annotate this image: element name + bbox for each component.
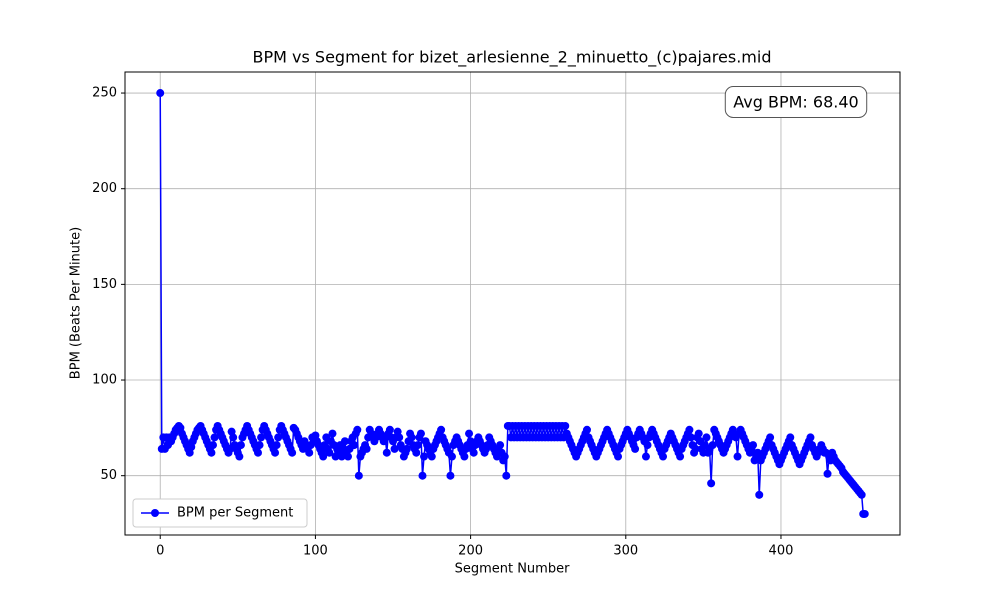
data-point xyxy=(447,452,456,461)
data-point xyxy=(413,441,422,450)
y-tick-label: 250 xyxy=(92,86,117,101)
x-tick-label: 0 xyxy=(156,544,164,559)
data-point xyxy=(631,444,640,453)
data-point xyxy=(416,429,425,438)
data-point xyxy=(614,452,623,461)
data-point xyxy=(806,433,815,442)
data-point xyxy=(823,469,832,478)
data-point xyxy=(402,444,411,453)
data-point xyxy=(694,429,703,438)
data-point xyxy=(755,490,764,499)
data-point xyxy=(344,452,353,461)
legend-marker xyxy=(151,509,159,517)
data-point xyxy=(208,441,217,450)
x-axis-label: Segment Number xyxy=(455,562,571,577)
data-point xyxy=(156,89,165,98)
data-point xyxy=(340,437,349,446)
data-point xyxy=(857,490,866,499)
data-point xyxy=(685,425,694,434)
data-point xyxy=(641,452,650,461)
data-point xyxy=(446,471,455,480)
data-point xyxy=(305,448,314,457)
legend-box xyxy=(132,498,308,528)
data-point xyxy=(274,433,283,442)
y-tick-label: 100 xyxy=(92,373,117,388)
data-point xyxy=(257,433,266,442)
data-point xyxy=(325,448,334,457)
data-point xyxy=(382,448,391,457)
data-point xyxy=(766,433,775,442)
data-point xyxy=(229,433,238,442)
legend: BPM per Segment xyxy=(132,498,308,528)
x-tick-label: 300 xyxy=(613,544,638,559)
data-point xyxy=(860,509,869,518)
data-point xyxy=(460,452,469,461)
data-point xyxy=(272,441,281,450)
annotation-box xyxy=(724,86,868,118)
data-point xyxy=(418,471,427,480)
data-point xyxy=(385,425,394,434)
data-point xyxy=(465,429,474,438)
data-point xyxy=(702,433,711,442)
data-point xyxy=(786,433,795,442)
data-point xyxy=(708,441,717,450)
data-point xyxy=(749,441,758,450)
x-tick-label: 100 xyxy=(303,544,328,559)
y-axis-label: BPM (Beats Per Minute) xyxy=(69,227,84,379)
data-point xyxy=(235,452,244,461)
data-point xyxy=(253,448,262,457)
x-tick-label: 400 xyxy=(769,544,794,559)
data-point xyxy=(420,452,429,461)
data-point xyxy=(691,444,700,453)
data-point xyxy=(319,452,328,461)
x-tick-label: 200 xyxy=(458,544,483,559)
data-point xyxy=(643,441,652,450)
data-point xyxy=(353,425,362,434)
y-tick-label: 50 xyxy=(100,468,117,483)
plot-area xyxy=(125,72,900,535)
data-point xyxy=(395,433,404,442)
legend-label: BPM per Segment xyxy=(177,506,293,521)
annotation: Avg BPM: 68.40 xyxy=(733,93,858,112)
data-point xyxy=(686,433,695,442)
data-point xyxy=(412,448,421,457)
data-point xyxy=(362,444,371,453)
data-point xyxy=(707,479,716,488)
data-point xyxy=(354,471,363,480)
data-point xyxy=(207,448,216,457)
data-point xyxy=(407,433,416,442)
data-point xyxy=(676,452,685,461)
data-point xyxy=(328,429,337,438)
data-point xyxy=(561,421,570,430)
data-point xyxy=(496,441,505,450)
data-point xyxy=(500,452,509,461)
data-point xyxy=(255,441,264,450)
data-point xyxy=(210,433,219,442)
y-tick-label: 200 xyxy=(92,181,117,196)
data-point xyxy=(427,452,436,461)
data-point xyxy=(236,441,245,450)
y-tick-label: 150 xyxy=(92,277,117,292)
data-point xyxy=(437,425,446,434)
data-point xyxy=(659,452,668,461)
data-point xyxy=(733,452,742,461)
data-point xyxy=(582,425,591,434)
data-point xyxy=(350,441,359,450)
data-point xyxy=(390,444,399,453)
chart-title: BPM vs Segment for bizet_arlesienne_2_mi… xyxy=(253,48,772,68)
data-point xyxy=(288,448,297,457)
data-point xyxy=(271,448,280,457)
data-point xyxy=(469,448,478,457)
plot-frame xyxy=(124,71,901,536)
data-point xyxy=(502,471,511,480)
